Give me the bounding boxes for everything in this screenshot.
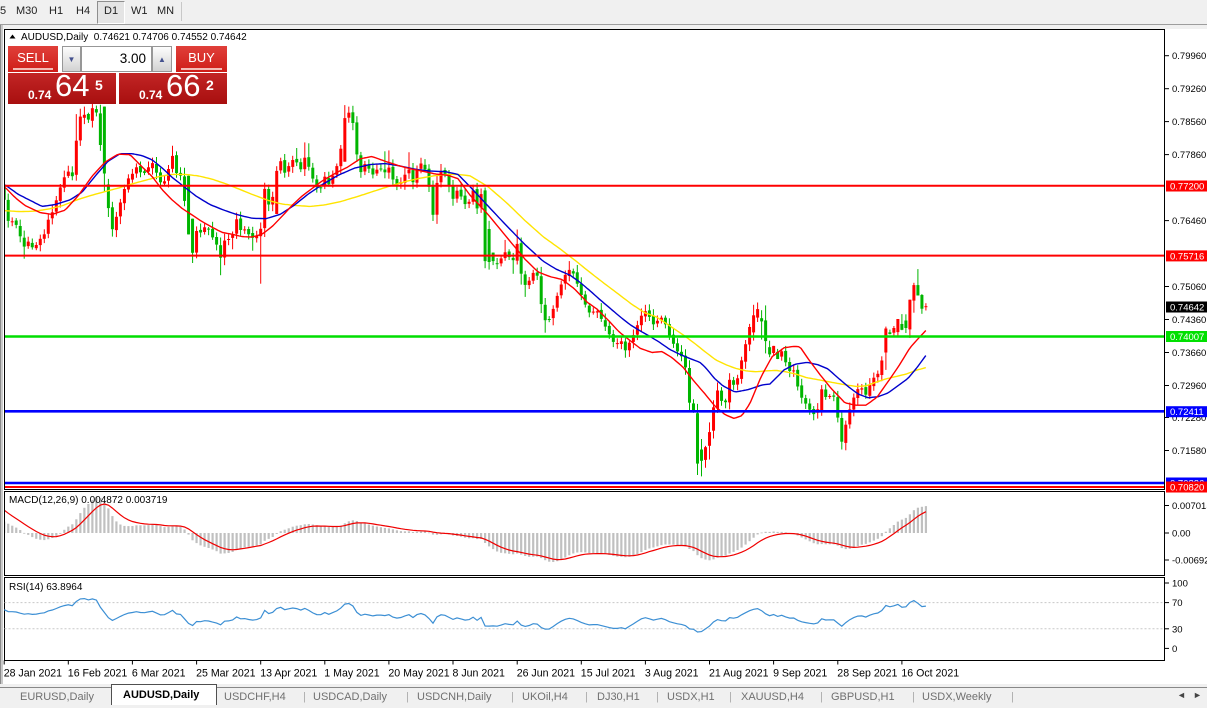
svg-text:-0.00692: -0.00692 [1172,556,1207,567]
svg-text:28 Sep 2021: 28 Sep 2021 [837,668,897,680]
svg-text:0.00: 0.00 [1172,529,1191,540]
svg-text:0.72411: 0.72411 [1170,407,1204,418]
svg-text:0.72960: 0.72960 [1172,381,1206,392]
svg-text:100: 100 [1172,579,1188,590]
svg-text:0.74360: 0.74360 [1172,315,1206,326]
svg-text:26 Jun 2021: 26 Jun 2021 [517,668,575,680]
svg-text:28 Jan 2021: 28 Jan 2021 [4,668,62,680]
svg-text:0.74007: 0.74007 [1170,332,1204,343]
svg-text:9 Sep 2021: 9 Sep 2021 [773,668,827,680]
svg-text:15 Jul 2021: 15 Jul 2021 [581,668,636,680]
svg-text:0.77860: 0.77860 [1172,150,1206,161]
svg-text:0.71580: 0.71580 [1172,446,1206,457]
svg-text:0.73660: 0.73660 [1172,348,1206,359]
svg-text:13 Apr 2021: 13 Apr 2021 [260,668,317,680]
svg-text:3 Aug 2021: 3 Aug 2021 [645,668,699,680]
svg-text:16 Oct 2021: 16 Oct 2021 [901,668,959,680]
svg-text:0: 0 [1172,644,1177,655]
svg-text:8 Jun 2021: 8 Jun 2021 [453,668,506,680]
svg-text:70: 70 [1172,598,1183,609]
svg-text:RSI(14) 63.8964: RSI(14) 63.8964 [9,582,83,593]
svg-text:MACD(12,26,9) 0.004872 0.00371: MACD(12,26,9) 0.004872 0.003719 [9,495,168,506]
svg-text:0.75716: 0.75716 [1170,251,1204,262]
svg-text:0.77200: 0.77200 [1170,182,1204,193]
svg-text:30: 30 [1172,624,1183,635]
svg-text:16 Feb 2021: 16 Feb 2021 [68,668,128,680]
svg-text:AUDUSD,Daily 0.74621 0.74706: AUDUSD,Daily 0.74621 0.74706 0.74552 0.7… [21,32,247,43]
svg-text:6 Mar 2021: 6 Mar 2021 [132,668,186,680]
svg-text:1 May 2021: 1 May 2021 [324,668,379,680]
svg-text:20 May 2021: 20 May 2021 [388,668,449,680]
svg-text:0.74642: 0.74642 [1170,303,1204,314]
svg-text:0.79260: 0.79260 [1172,84,1206,95]
svg-text:0.76460: 0.76460 [1172,216,1206,227]
svg-text:0.007015: 0.007015 [1172,501,1207,512]
svg-text:0.75060: 0.75060 [1172,282,1206,293]
svg-text:0.78560: 0.78560 [1172,117,1206,128]
svg-text:0.72280: 0.72280 [1172,413,1206,424]
svg-text:21 Aug 2021: 21 Aug 2021 [709,668,769,680]
svg-text:25 Mar 2021: 25 Mar 2021 [196,668,256,680]
svg-text:0.70820: 0.70820 [1170,483,1204,494]
svg-text:0.79960: 0.79960 [1172,51,1206,62]
